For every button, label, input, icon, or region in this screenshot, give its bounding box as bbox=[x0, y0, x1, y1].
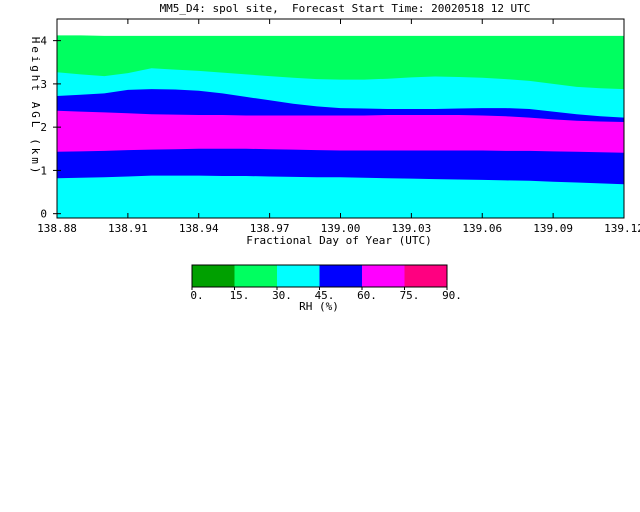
colorbar-tick-label: 90. bbox=[442, 289, 462, 302]
chart-title: MM5_D4: spol site, Forecast Start Time: … bbox=[160, 2, 531, 15]
y-axis: 0 1 2 3 4 bbox=[40, 35, 61, 221]
y-label-char: t bbox=[29, 84, 42, 91]
x-tick-label: 139.03 bbox=[392, 222, 432, 235]
x-tick-label: 138.94 bbox=[179, 222, 219, 235]
y-tick-label: 2 bbox=[40, 121, 47, 134]
colorbar-tick-label: 45. bbox=[315, 289, 335, 302]
plot-area bbox=[57, 19, 624, 219]
y-tick-label: 0 bbox=[40, 208, 47, 221]
x-tick-label: 139.09 bbox=[533, 222, 573, 235]
colorbar-tick-label: 0. bbox=[190, 289, 203, 302]
colorbar: 0. 15. 30. 45. 60. 75. 90. bbox=[190, 264, 462, 302]
y-label-char: k bbox=[29, 148, 42, 155]
y-label-char: H bbox=[29, 37, 42, 44]
y-label-char: m bbox=[29, 157, 42, 164]
x-tick-label: 139.00 bbox=[321, 222, 361, 235]
y-label-char: ( bbox=[29, 138, 42, 145]
y-label-char: ) bbox=[29, 167, 42, 174]
x-tick-label: 138.97 bbox=[250, 222, 290, 235]
colorbar-tick-label: 60. bbox=[357, 289, 377, 302]
y-label-char: e bbox=[29, 46, 42, 53]
colorbar-swatch-60-75 bbox=[362, 265, 405, 287]
x-axis: 138.88 138.91 138.94 138.97 139.00 139.03 139.… bbox=[37, 19, 640, 235]
colorbar-swatch-45-60 bbox=[319, 265, 362, 287]
y-label-char: G bbox=[29, 111, 42, 118]
y-label-char: i bbox=[29, 56, 42, 63]
x-tick-label: 139.12 bbox=[604, 222, 640, 235]
x-axis-label: Fractional Day of Year (UTC) bbox=[246, 234, 431, 247]
colorbar-label: RH (%) bbox=[299, 300, 339, 313]
colorbar-swatch-30-45 bbox=[277, 265, 320, 287]
y-label-char: h bbox=[29, 75, 42, 82]
y-label-char: L bbox=[29, 121, 42, 128]
y-label-char: A bbox=[29, 102, 42, 109]
colorbar-tick-label: 30. bbox=[272, 289, 292, 302]
x-tick-label: 139.06 bbox=[462, 222, 502, 235]
layer-0-rh-30-45 bbox=[57, 175, 624, 218]
colorbar-swatch-15-30 bbox=[234, 265, 277, 287]
colorbar-tick-label: 15. bbox=[230, 289, 250, 302]
y-tick-label: 3 bbox=[40, 78, 47, 91]
colorbar-swatch-75-90 bbox=[404, 265, 447, 287]
y-tick-label: 1 bbox=[40, 164, 47, 177]
x-tick-label: 138.91 bbox=[108, 222, 148, 235]
y-label-char: g bbox=[29, 65, 42, 72]
colorbar-tick-label: 75. bbox=[400, 289, 420, 302]
colorbar-swatch-0-15 bbox=[192, 265, 235, 287]
x-tick-label: 138.88 bbox=[37, 222, 77, 235]
y-tick-label: 4 bbox=[40, 35, 47, 48]
